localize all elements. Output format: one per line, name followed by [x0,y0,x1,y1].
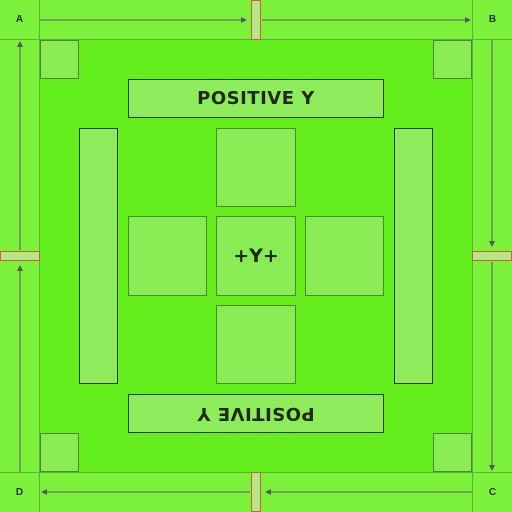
banner-bottom: POSITIVE Y [128,394,384,433]
notch-top [251,0,261,40]
center-label: +Y+ [233,245,279,267]
corner-a-label: A [15,14,24,25]
side-bar-left [79,128,118,384]
inner-corner-tile-top-left [40,40,79,79]
notch-left [0,251,40,261]
corner-b-label: B [488,14,497,25]
cross-tile-top [216,128,296,207]
side-bar-right [394,128,433,384]
banner-top: POSITIVE Y [128,79,384,118]
inner-corner-tile-bottom-right [433,433,472,472]
corner-c-label: C [488,487,497,498]
corner-b: B [472,0,512,40]
inner-corner-tile-bottom-left [40,433,79,472]
cross-tile-right [305,216,384,296]
corner-d: D [0,472,40,512]
cross-tile-left [128,216,207,296]
corner-d-label: D [15,487,24,498]
inner-corner-tile-top-right [433,40,472,79]
banner-top-text: POSITIVE Y [197,88,315,109]
corner-a: A [0,0,40,40]
cross-tile-bottom [216,305,296,384]
corner-c: C [472,472,512,512]
cross-tile-center: +Y+ [216,216,296,296]
